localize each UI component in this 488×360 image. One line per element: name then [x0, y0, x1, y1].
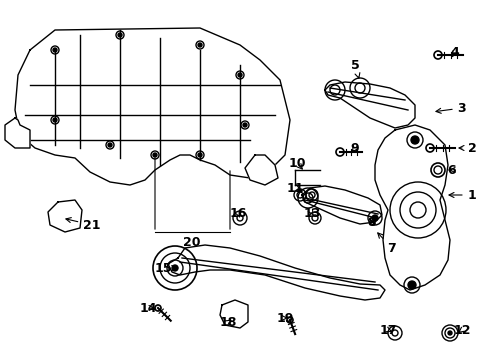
Text: 21: 21 [66, 217, 101, 231]
Circle shape [53, 48, 57, 52]
Circle shape [108, 143, 112, 147]
Text: 10: 10 [287, 157, 305, 170]
Circle shape [53, 118, 57, 122]
Polygon shape [5, 118, 30, 148]
Text: 1: 1 [448, 189, 475, 202]
Text: 8: 8 [367, 216, 376, 229]
Polygon shape [302, 186, 381, 224]
Text: 2: 2 [458, 141, 475, 154]
Circle shape [118, 33, 122, 37]
Text: 17: 17 [379, 324, 396, 337]
Circle shape [371, 215, 377, 221]
Text: 5: 5 [350, 59, 359, 78]
Text: 6: 6 [447, 163, 455, 176]
Circle shape [243, 123, 246, 127]
Polygon shape [220, 300, 247, 328]
Text: 7: 7 [377, 233, 396, 255]
Text: 3: 3 [435, 102, 466, 114]
Circle shape [407, 281, 415, 289]
Text: 20: 20 [183, 235, 201, 248]
Circle shape [198, 153, 202, 157]
Text: 13: 13 [303, 207, 320, 220]
Text: 9: 9 [350, 141, 359, 154]
Polygon shape [244, 155, 278, 185]
Polygon shape [48, 200, 82, 232]
Circle shape [198, 43, 202, 47]
Circle shape [238, 73, 242, 77]
Text: 18: 18 [219, 315, 236, 328]
Text: 14: 14 [139, 302, 157, 315]
Circle shape [153, 153, 157, 157]
Text: 12: 12 [452, 324, 470, 337]
Text: 16: 16 [229, 207, 246, 220]
Circle shape [447, 331, 451, 335]
Text: 19: 19 [276, 311, 293, 324]
Text: 11: 11 [285, 181, 303, 194]
Text: 4: 4 [450, 45, 458, 59]
Text: 15: 15 [154, 261, 177, 274]
Polygon shape [325, 82, 414, 128]
Circle shape [410, 136, 418, 144]
Polygon shape [15, 28, 289, 185]
Circle shape [172, 265, 178, 271]
Polygon shape [374, 125, 449, 290]
Polygon shape [168, 245, 384, 300]
